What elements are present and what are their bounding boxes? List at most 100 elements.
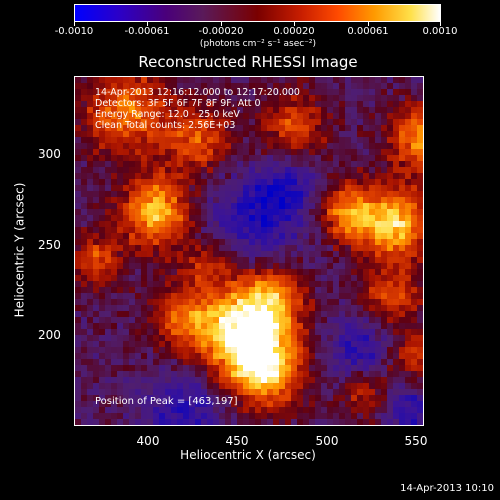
- heatmap-cell: [135, 419, 142, 425]
- heatmap-cell: [279, 173, 286, 180]
- heatmap-cell: [285, 113, 292, 120]
- heatmap-cell: [405, 281, 412, 288]
- heatmap-cell: [147, 215, 154, 222]
- heatmap-cell: [261, 95, 268, 102]
- heatmap-cell: [357, 155, 364, 162]
- heatmap-cell: [165, 371, 172, 378]
- heatmap-cell: [405, 149, 412, 156]
- heatmap-cell: [375, 323, 382, 330]
- heatmap-cell: [123, 323, 130, 330]
- heatmap-cell: [195, 101, 202, 108]
- heatmap-cell: [231, 341, 238, 348]
- heatmap-cell: [369, 383, 376, 390]
- heatmap-cell: [225, 317, 232, 324]
- heatmap-cell: [411, 287, 418, 294]
- heatmap-cell: [417, 329, 423, 336]
- heatmap-cell: [81, 197, 88, 204]
- heatmap-cell: [93, 167, 100, 174]
- heatmap-cell: [135, 131, 142, 138]
- heatmap-cell: [99, 119, 106, 126]
- heatmap-cell: [165, 317, 172, 324]
- heatmap-cell: [351, 179, 358, 186]
- heatmap-cell: [285, 383, 292, 390]
- heatmap-cell: [243, 209, 250, 216]
- heatmap-cell: [225, 323, 232, 330]
- heatmap-cell: [387, 329, 394, 336]
- heatmap-cell: [105, 101, 112, 108]
- heatmap-cell: [99, 389, 106, 396]
- heatmap-cell: [285, 173, 292, 180]
- heatmap-cell: [333, 191, 340, 198]
- heatmap-cell: [273, 233, 280, 240]
- heatmap-cell: [201, 233, 208, 240]
- heatmap-cell: [393, 341, 400, 348]
- heatmap-cell: [117, 353, 124, 360]
- heatmap-cell: [225, 197, 232, 204]
- heatmap-cell: [297, 365, 304, 372]
- heatmap-cell: [141, 335, 148, 342]
- heatmap-cell: [321, 233, 328, 240]
- heatmap-cell: [399, 161, 406, 168]
- heatmap-cell: [249, 107, 256, 114]
- heatmap-cell: [75, 215, 82, 222]
- heatmap-cell: [87, 359, 94, 366]
- heatmap-cell: [261, 239, 268, 246]
- heatmap-cell: [219, 101, 226, 108]
- heatmap-cell: [141, 233, 148, 240]
- heatmap-cell: [183, 305, 190, 312]
- heatmap-cell: [399, 413, 406, 420]
- heatmap-cell: [219, 191, 226, 198]
- heatmap-cell: [195, 77, 202, 84]
- heatmap-cell: [285, 191, 292, 198]
- heatmap-cell: [165, 167, 172, 174]
- heatmap-cell: [291, 215, 298, 222]
- heatmap-cell: [267, 353, 274, 360]
- heatmap-cell: [189, 317, 196, 324]
- heatmap-cell: [183, 155, 190, 162]
- heatmap-cell: [339, 125, 346, 132]
- heatmap-cell: [159, 197, 166, 204]
- heatmap-cell: [327, 77, 334, 84]
- heatmap-cell: [225, 167, 232, 174]
- heatmap-cell: [171, 365, 178, 372]
- heatmap-cell: [273, 317, 280, 324]
- heatmap-cell: [153, 209, 160, 216]
- heatmap-cell: [387, 83, 394, 90]
- heatmap-cell: [327, 137, 334, 144]
- heatmap-cell: [297, 215, 304, 222]
- heatmap-cell: [411, 221, 418, 228]
- heatmap-cell: [141, 119, 148, 126]
- heatmap-cell: [303, 395, 310, 402]
- heatmap-cell: [357, 173, 364, 180]
- heatmap-cell: [201, 377, 208, 384]
- heatmap-cell: [357, 101, 364, 108]
- heatmap-cell: [375, 107, 382, 114]
- heatmap-cell: [207, 353, 214, 360]
- heatmap-cell: [333, 95, 340, 102]
- heatmap-cell: [273, 287, 280, 294]
- heatmap-cell: [393, 209, 400, 216]
- heatmap-cell: [411, 161, 418, 168]
- heatmap-cell: [93, 89, 100, 96]
- heatmap-cell: [333, 83, 340, 90]
- heatmap-cell: [159, 209, 166, 216]
- heatmap-cell: [411, 395, 418, 402]
- heatmap-cell: [285, 149, 292, 156]
- heatmap-cell: [141, 413, 148, 420]
- heatmap-cell: [213, 209, 220, 216]
- heatmap-cell: [117, 311, 124, 318]
- heatmap-cell: [345, 167, 352, 174]
- heatmap-cell: [249, 179, 256, 186]
- heatmap-cell: [129, 419, 136, 425]
- heatmap-cell: [339, 401, 346, 408]
- heatmap-cell: [171, 209, 178, 216]
- heatmap-cell: [315, 245, 322, 252]
- heatmap-cell: [399, 227, 406, 234]
- heatmap-cell: [387, 77, 394, 84]
- heatmap-cell: [153, 377, 160, 384]
- heatmap-cell: [399, 389, 406, 396]
- heatmap-cell: [207, 251, 214, 258]
- heatmap-cell: [147, 77, 154, 84]
- heatmap-cell: [177, 293, 184, 300]
- heatmap-cell: [297, 143, 304, 150]
